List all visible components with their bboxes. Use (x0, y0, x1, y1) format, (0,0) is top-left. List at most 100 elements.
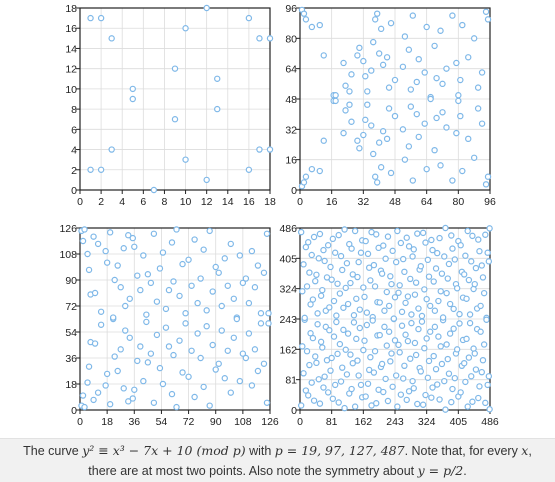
x-tick-label: 16 (243, 196, 255, 208)
caption-bar: The curve y² ≡ x³ − 7x + 10 (mod p) with… (0, 438, 555, 482)
data-point (314, 310, 321, 317)
data-point (446, 300, 454, 308)
data-point (373, 400, 380, 407)
data-point (334, 350, 341, 358)
data-point (327, 367, 334, 374)
data-point (401, 33, 409, 40)
data-point (221, 255, 228, 262)
data-point (402, 299, 409, 307)
caption-text-2: with (245, 443, 275, 458)
data-point (144, 271, 152, 278)
data-point (162, 324, 170, 331)
data-point (120, 385, 127, 392)
data-point (162, 305, 170, 313)
data-point (327, 263, 334, 271)
data-point (209, 341, 216, 349)
data-point (465, 54, 472, 61)
data-point (150, 230, 158, 237)
data-point (194, 330, 201, 337)
data-point (367, 277, 374, 284)
data-point (438, 270, 446, 277)
data-point (421, 345, 428, 352)
data-point (459, 167, 466, 175)
x-tick-label: 18 (264, 196, 276, 208)
data-point (443, 65, 450, 72)
data-point (122, 327, 129, 334)
data-point (233, 315, 241, 323)
data-point (357, 249, 365, 256)
data-point (382, 375, 389, 383)
data-point (430, 352, 437, 360)
data-point (437, 288, 444, 295)
data-point (396, 282, 403, 289)
data-point (415, 133, 422, 141)
data-point (438, 360, 446, 368)
data-point (384, 233, 392, 240)
data-point (340, 129, 347, 137)
data-point (344, 330, 352, 337)
caption: The curve y² ≡ x³ − 7x + 10 (mod p) with… (14, 441, 541, 481)
data-point (478, 120, 486, 127)
data-point (435, 333, 442, 340)
data-point (472, 366, 480, 373)
y-tick-label: 16 (65, 23, 77, 35)
data-point (408, 311, 415, 318)
data-point (400, 375, 407, 382)
data-point (403, 234, 410, 241)
data-point (342, 82, 349, 89)
data-point (407, 355, 414, 362)
data-point (411, 339, 419, 347)
data-point (316, 230, 324, 238)
data-point (340, 304, 347, 311)
data-point (313, 359, 320, 367)
data-point (129, 85, 136, 93)
data-point (251, 346, 259, 353)
y-tick-label: 486 (279, 223, 297, 235)
data-point (90, 396, 97, 404)
data-point (245, 166, 253, 173)
data-point (401, 362, 408, 370)
data-point (239, 350, 247, 357)
data-point (457, 242, 464, 249)
data-point (332, 92, 339, 99)
data-point (419, 401, 427, 408)
data-point (462, 252, 469, 259)
data-point (478, 368, 485, 376)
data-point (106, 229, 114, 236)
data-point (429, 384, 436, 391)
data-point (395, 341, 402, 349)
data-point (333, 318, 340, 326)
data-point (405, 243, 413, 250)
data-point (474, 105, 482, 112)
data-point (468, 258, 475, 265)
data-point (309, 296, 317, 303)
data-point (460, 271, 468, 278)
data-point (305, 392, 312, 399)
data-point (203, 323, 210, 330)
data-point (362, 237, 369, 245)
data-point (319, 286, 326, 294)
data-point (361, 337, 368, 344)
data-point (351, 227, 359, 235)
data-point (153, 298, 161, 305)
data-point (387, 273, 394, 280)
data-point (122, 302, 129, 310)
data-point (245, 330, 253, 337)
data-point (242, 354, 250, 362)
x-tick-label: 4 (119, 196, 125, 208)
data-point (409, 177, 417, 184)
data-point (354, 273, 361, 281)
y-tick-label: 54 (65, 327, 77, 339)
data-point (450, 305, 457, 313)
data-point (326, 327, 333, 334)
data-point (215, 269, 222, 276)
data-point (344, 300, 352, 308)
data-point (459, 21, 466, 29)
data-point (348, 118, 355, 125)
x-tick-label: 0 (297, 196, 303, 208)
data-point (398, 308, 406, 316)
data-point (236, 252, 244, 259)
data-point (482, 181, 490, 188)
data-point (302, 173, 310, 180)
x-tick-label: 32 (357, 196, 369, 208)
